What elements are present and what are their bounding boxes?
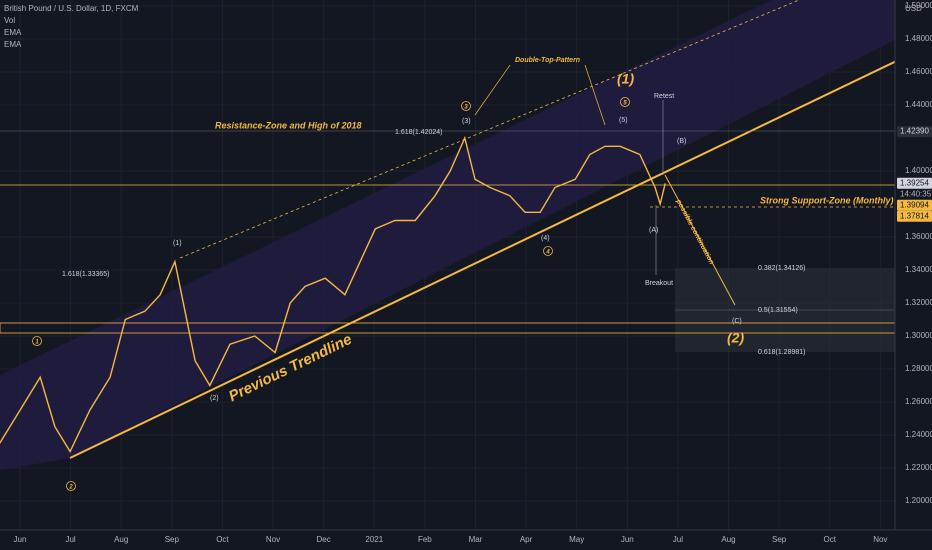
price-tag-label: 1.39094 xyxy=(900,200,929,209)
fib-label: 0.618(1.28981) xyxy=(758,349,805,356)
x-tick-label: Feb xyxy=(418,535,432,544)
y-tick-label: 1.22000 xyxy=(905,463,932,472)
y-tick-label: 1.48000 xyxy=(905,34,932,43)
trendline xyxy=(69,43,932,459)
y-tick-label: 1.28000 xyxy=(905,364,932,373)
plot xyxy=(0,135,666,453)
indicator: EMA xyxy=(4,40,22,49)
y-tick-label: 1.36000 xyxy=(905,232,932,241)
y-tick-label: 1.34000 xyxy=(905,265,932,274)
wave-label: (1) xyxy=(173,240,182,247)
x-tick-label: Jun xyxy=(621,535,634,544)
price-tag xyxy=(897,210,932,222)
price-tag xyxy=(897,199,932,211)
annotation: Double-Top-Pattern xyxy=(515,57,580,64)
indicator: EMA xyxy=(4,28,22,37)
price-tag xyxy=(897,126,932,138)
x-tick-label: Nov xyxy=(266,535,280,544)
x-tick-label: Mar xyxy=(469,535,483,544)
price-tag xyxy=(897,177,932,189)
x-tick-label: Oct xyxy=(216,535,229,544)
price-line xyxy=(0,135,666,453)
annotation: (2) xyxy=(727,330,744,346)
x-tick-label: May xyxy=(569,535,584,544)
y-tick-label: 1.32000 xyxy=(905,298,932,307)
annotation: (1) xyxy=(617,71,634,87)
y-tick-label: 1.44000 xyxy=(905,100,932,109)
price-tag-label: 1.39254 xyxy=(900,178,929,187)
x-tick-label: Aug xyxy=(114,535,128,544)
annotation: Strong Support-Zone (Monthly) xyxy=(760,195,893,205)
wave-label: (2) xyxy=(210,395,219,402)
y-tick-label: 1.50000 xyxy=(905,1,932,10)
channel xyxy=(0,0,895,470)
fib-label: 0.382(1.34126) xyxy=(758,265,805,272)
wave-circles xyxy=(32,97,630,491)
wave-number: 5 xyxy=(623,101,627,107)
pointer xyxy=(474,64,511,116)
wave-number: 1 xyxy=(35,340,39,346)
y-tick-label: 1.40000 xyxy=(905,166,932,175)
price-tag-label: 1.42390 xyxy=(900,127,929,136)
y-axis-label: USD xyxy=(905,4,922,13)
x-tick-label: Oct xyxy=(823,535,836,544)
x-tick-label: Apr xyxy=(520,535,533,544)
y-tick-label: 1.20000 xyxy=(905,496,932,505)
y-tick-label: 1.24000 xyxy=(905,430,932,439)
wave-label: (4) xyxy=(541,235,550,242)
wave-label: (3) xyxy=(462,118,471,125)
x-tick-label: Jul xyxy=(673,535,683,544)
projection-arrow xyxy=(664,174,736,306)
title: British Pound / U.S. Dollar, 1D, FXCM xyxy=(4,4,139,13)
y-tick-label: 1.30000 xyxy=(905,331,932,340)
annotation: Breakout xyxy=(645,280,673,287)
fib-label: 1.618(1.42024) xyxy=(395,129,442,136)
y-tick-label: 1.46000 xyxy=(905,67,932,76)
y-tick-label: 1.26000 xyxy=(905,397,932,406)
x-tick-label: Jul xyxy=(65,535,75,544)
x-tick-label: Sep xyxy=(165,535,180,544)
price-tag-label: 1.37814 xyxy=(900,211,929,220)
wave-label: (B) xyxy=(677,138,686,145)
fib-label: 0.5(1.31554) xyxy=(758,307,798,314)
x-tick-label: Sep xyxy=(772,535,787,544)
axes: 1.50000 1.48000 1.46000 1.44000 1.40000 1.360… xyxy=(14,1,932,544)
x-tick-label: Nov xyxy=(873,535,887,544)
price-axis xyxy=(895,0,932,550)
pointer xyxy=(584,64,606,126)
indicator: Vol xyxy=(4,16,15,25)
annotation: Retest xyxy=(654,93,674,100)
wave-label: (A) xyxy=(649,227,658,234)
fib-label: 1.618(1.33365) xyxy=(62,271,109,278)
x-tick-label: 2021 xyxy=(365,535,383,544)
wave-number: 3 xyxy=(464,105,468,111)
wave-label: (5) xyxy=(619,117,628,124)
wave-label: (C) xyxy=(732,318,742,325)
wave-number: 4 xyxy=(545,250,550,256)
annotation: Resistance-Zone and High of 2018 xyxy=(215,120,362,130)
clock: 14:40:35 xyxy=(900,189,932,198)
wave-number: 2 xyxy=(68,485,73,491)
x-tick-label: Dec xyxy=(317,535,331,544)
x-tick-label: Jun xyxy=(14,535,27,544)
x-tick-label: Aug xyxy=(721,535,735,544)
